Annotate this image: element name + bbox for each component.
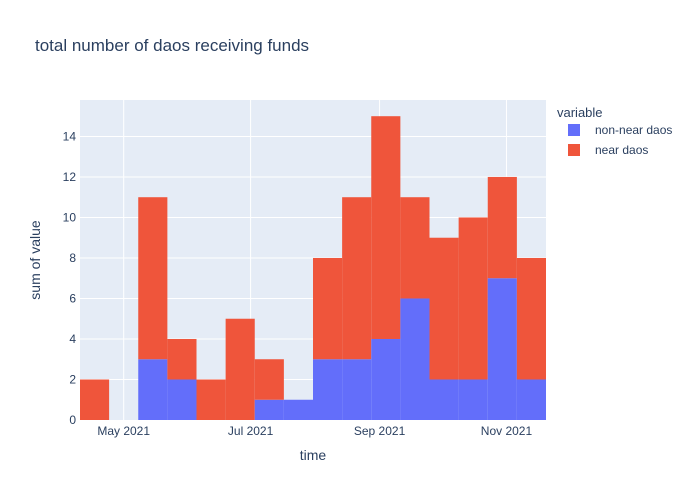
bar-non-near-daos-10 bbox=[371, 338, 401, 420]
bar-non-near-daos-11 bbox=[400, 298, 430, 420]
x-tick-label: Sep 2021 bbox=[354, 424, 406, 438]
bar-near-daos-13 bbox=[458, 217, 488, 380]
y-tick-label: 0 bbox=[69, 413, 76, 427]
legend-label: near daos bbox=[595, 143, 648, 157]
legend: variable non-near daos near daos bbox=[557, 105, 672, 157]
bar-near-daos-8 bbox=[313, 257, 343, 360]
y-tick-label: 6 bbox=[69, 291, 76, 305]
x-tick-label: Nov 2021 bbox=[481, 424, 533, 438]
x-axis-title: time bbox=[300, 447, 327, 463]
y-tick-label: 8 bbox=[69, 251, 76, 265]
legend-swatch bbox=[568, 124, 580, 136]
bar-non-near-daos-13 bbox=[458, 379, 488, 420]
y-tick-label: 12 bbox=[63, 170, 77, 184]
y-axis-title: sum of value bbox=[27, 220, 43, 300]
x-tick-label: May 2021 bbox=[97, 424, 150, 438]
y-axis-ticks: 0 2 4 6 8 10 12 14 bbox=[63, 129, 77, 427]
y-tick-label: 2 bbox=[69, 372, 76, 386]
y-tick-label: 14 bbox=[63, 129, 77, 143]
bar-near-daos-9 bbox=[342, 197, 372, 360]
bar-non-near-daos-6 bbox=[254, 399, 284, 420]
bar-near-daos-2 bbox=[138, 197, 168, 360]
x-axis-ticks: May 2021 Jul 2021 Sep 2021 Nov 2021 bbox=[97, 424, 532, 438]
bar-non-near-daos-7 bbox=[283, 399, 313, 420]
x-tick-label: Jul 2021 bbox=[228, 424, 274, 438]
y-tick-label: 4 bbox=[69, 332, 76, 346]
bar-near-daos-0 bbox=[80, 379, 110, 420]
bar-near-daos-4 bbox=[196, 379, 226, 420]
bar-non-near-daos-9 bbox=[342, 359, 372, 420]
bar-non-near-daos-3 bbox=[167, 379, 197, 420]
bar-non-near-daos-12 bbox=[429, 379, 459, 420]
bar-near-daos-11 bbox=[400, 197, 430, 299]
bar-non-near-daos-15 bbox=[516, 379, 546, 420]
legend-label: non-near daos bbox=[595, 123, 672, 137]
bar-near-daos-3 bbox=[167, 338, 197, 380]
bar-non-near-daos-8 bbox=[313, 359, 343, 420]
y-tick-label: 10 bbox=[63, 210, 77, 224]
bar-near-daos-15 bbox=[516, 257, 546, 380]
bar-non-near-daos-14 bbox=[487, 278, 517, 420]
bar-near-daos-5 bbox=[225, 318, 255, 420]
legend-title: variable bbox=[557, 105, 603, 120]
bar-near-daos-12 bbox=[429, 237, 459, 380]
bar-near-daos-14 bbox=[487, 176, 517, 279]
bar-non-near-daos-2 bbox=[138, 359, 168, 420]
bar-near-daos-6 bbox=[254, 359, 284, 400]
bars bbox=[80, 116, 546, 420]
chart-title: total number of daos receiving funds bbox=[35, 36, 309, 55]
legend-swatch bbox=[568, 144, 580, 156]
bar-near-daos-10 bbox=[371, 116, 401, 339]
